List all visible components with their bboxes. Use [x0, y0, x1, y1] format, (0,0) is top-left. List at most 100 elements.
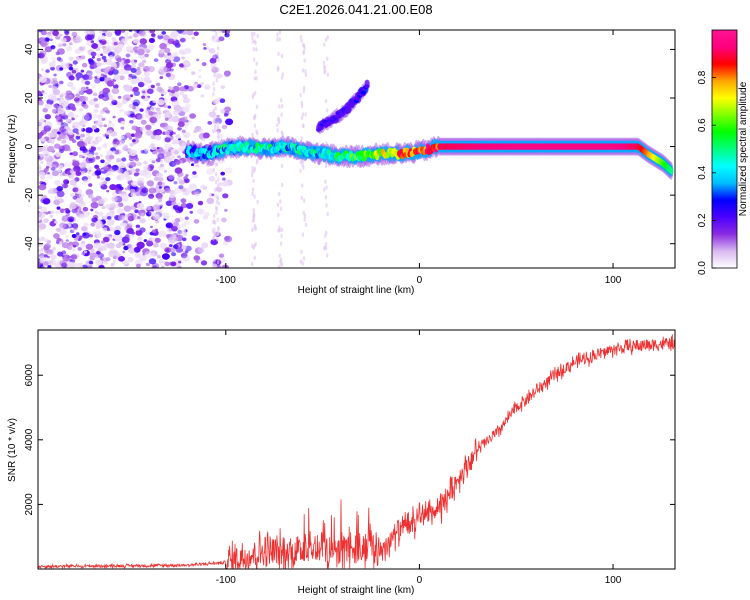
snr-y-axis-label: SNR (10 * v/v) [7, 418, 18, 482]
noise-speckle [38, 223, 47, 230]
noise-speckle [169, 136, 175, 141]
noise-speckle [200, 94, 205, 98]
noise-speckle [253, 57, 256, 62]
noise-speckle [129, 161, 137, 168]
noise-speckle [252, 47, 256, 52]
noise-speckle [108, 120, 112, 124]
noise-speckle [108, 250, 117, 258]
noise-speckle [131, 180, 139, 187]
noise-speckle [181, 56, 186, 60]
noise-speckle [88, 169, 92, 172]
noise-speckle [222, 177, 226, 181]
noise-speckle [251, 169, 254, 174]
noise-speckle [145, 124, 152, 130]
noise-speckle [81, 148, 88, 154]
spectrogram-y-axis-label: Frequency (Hz) [7, 115, 18, 184]
noise-speckle [196, 84, 202, 88]
noise-speckle [137, 236, 143, 242]
noise-speckle [108, 154, 115, 160]
noise-speckle [96, 250, 101, 255]
noise-speckle [74, 49, 81, 55]
noise-speckle [71, 86, 76, 91]
noise-speckle [158, 230, 167, 238]
noise-speckle [161, 189, 165, 193]
noise-speckle [185, 103, 191, 109]
noise-speckle [149, 196, 154, 200]
noise-speckle [196, 208, 205, 215]
noise-speckle [100, 53, 104, 56]
noise-speckle [146, 240, 154, 247]
noise-speckle [213, 72, 216, 78]
noise-speckle [217, 67, 220, 72]
noise-speckle [172, 52, 179, 57]
noise-speckle [179, 91, 185, 96]
noise-speckle [180, 198, 187, 204]
noise-speckle [54, 201, 60, 206]
noise-speckle [152, 213, 161, 220]
noise-speckle [172, 139, 179, 145]
noise-speckle [136, 66, 141, 71]
noise-speckle [111, 98, 115, 102]
noise-speckle [57, 251, 64, 257]
noise-speckle [90, 40, 95, 44]
noise-speckle [129, 120, 134, 124]
noise-speckle [77, 247, 83, 251]
noise-speckle [213, 54, 216, 59]
noise-speckle [59, 80, 64, 85]
noise-speckle [106, 171, 112, 176]
noise-speckle [326, 253, 329, 258]
noise-speckle [122, 58, 126, 61]
noise-speckle [80, 69, 85, 73]
noise-speckle [224, 106, 232, 113]
noise-speckle [218, 36, 225, 42]
noise-speckle [129, 143, 134, 147]
noise-speckle [255, 160, 259, 165]
noise-speckle [45, 211, 49, 215]
noise-speckle [68, 56, 74, 61]
noise-speckle [90, 84, 96, 89]
noise-speckle [276, 32, 279, 37]
noise-speckle [99, 153, 104, 157]
noise-speckle [105, 257, 111, 262]
noise-speckle [98, 264, 105, 268]
noise-speckle [303, 198, 306, 203]
noise-speckle [97, 53, 102, 57]
noise-speckle [165, 72, 171, 78]
noise-speckle [111, 46, 116, 50]
noise-speckle [217, 30, 223, 33]
noise-speckle [139, 218, 146, 224]
noise-speckle [70, 155, 75, 159]
noise-speckle [224, 235, 233, 243]
noise-speckle [87, 176, 91, 179]
noise-speckle [117, 215, 125, 221]
noise-speckle [83, 114, 92, 121]
noise-speckle [130, 99, 134, 103]
noise-speckle [323, 65, 327, 70]
noise-speckle [80, 165, 86, 170]
noise-speckle [81, 252, 86, 256]
noise-speckle [45, 80, 49, 84]
noise-speckle [202, 132, 210, 139]
noise-speckle [174, 167, 183, 174]
noise-speckle [164, 247, 172, 253]
noise-speckle [324, 195, 327, 200]
noise-speckle [38, 125, 44, 131]
noise-speckle [96, 175, 100, 179]
noise-speckle [198, 128, 204, 133]
noise-speckle [175, 206, 179, 209]
noise-speckle [214, 124, 217, 129]
noise-speckle [132, 117, 136, 120]
noise-speckle [86, 132, 90, 136]
noise-speckle [123, 64, 132, 71]
noise-speckle [156, 255, 161, 259]
noise-speckle [82, 101, 86, 105]
noise-speckle [82, 74, 90, 81]
noise-speckle [164, 47, 171, 54]
noise-speckle [79, 235, 83, 239]
noise-speckle [172, 56, 181, 63]
noise-speckle [44, 179, 49, 183]
noise-speckle [47, 146, 55, 153]
noise-speckle [171, 225, 178, 232]
noise-speckle [146, 88, 154, 95]
noise-speckle [77, 45, 86, 53]
